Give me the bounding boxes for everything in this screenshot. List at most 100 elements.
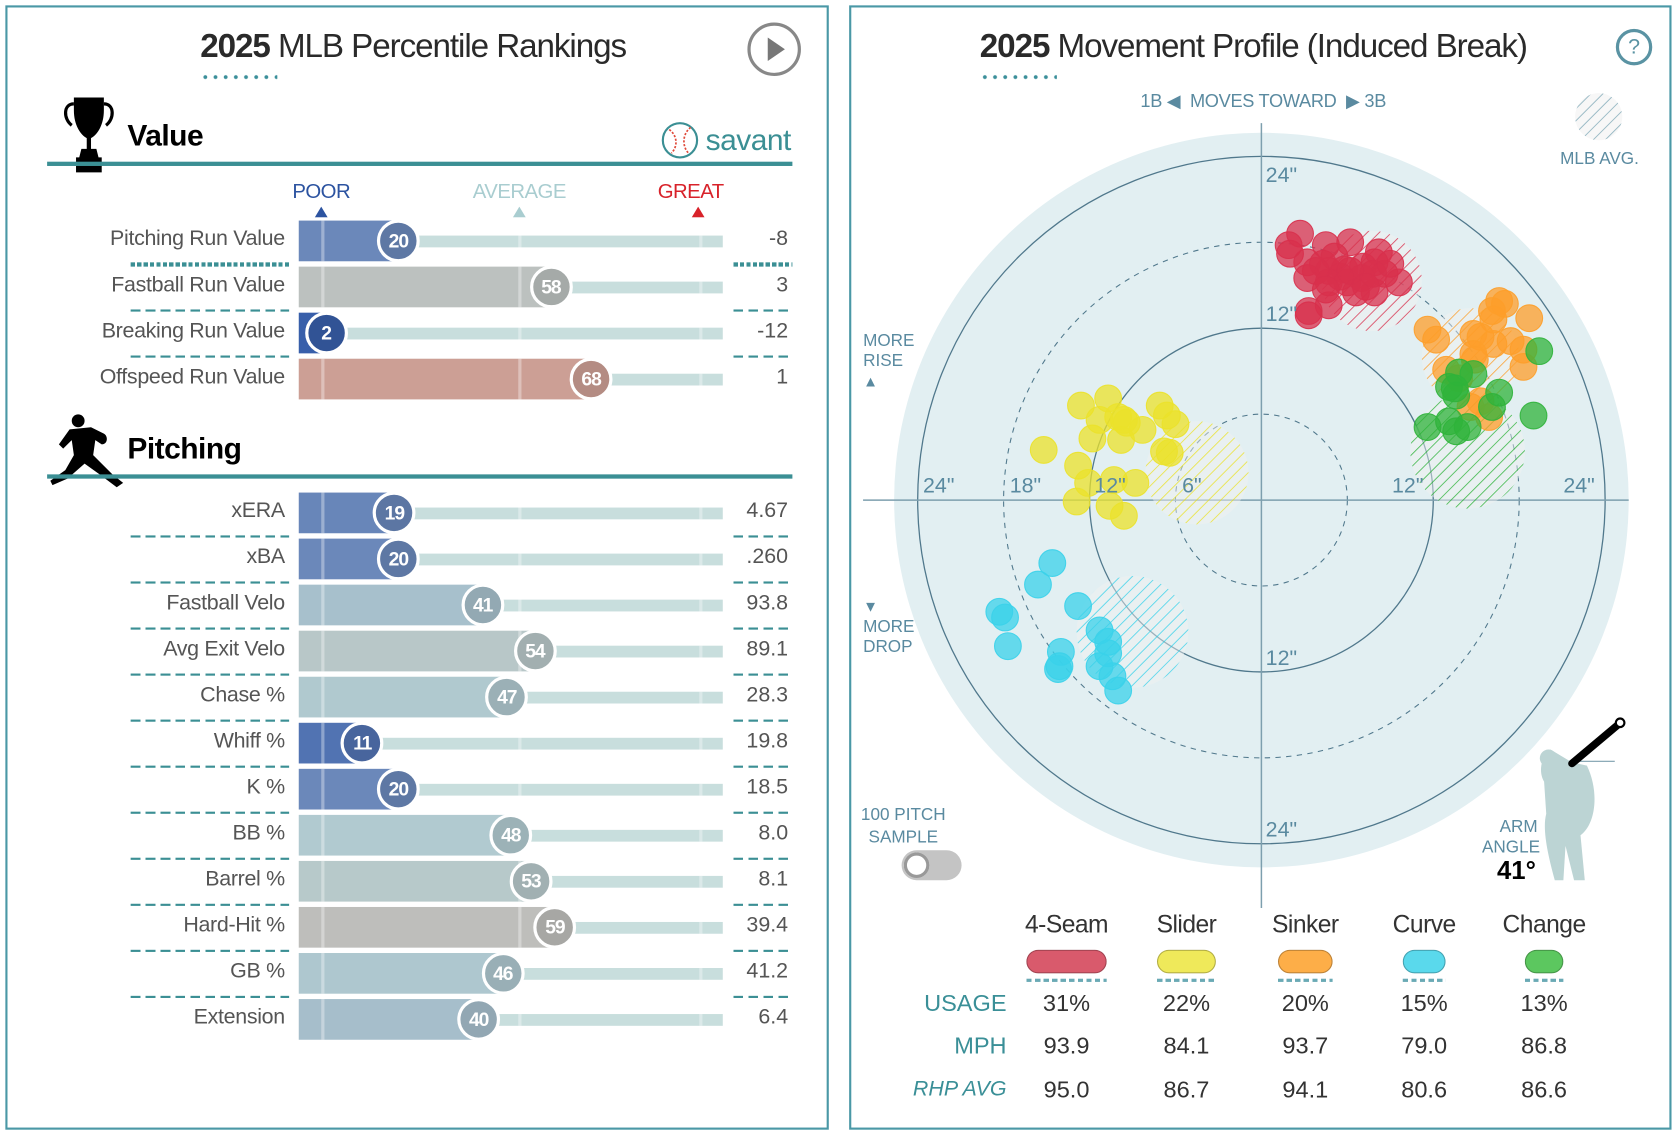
pitch-point-curve[interactable] xyxy=(1024,570,1052,599)
tick-low xyxy=(321,999,325,1040)
pitch-point-slider[interactable] xyxy=(1062,487,1091,516)
arrow-left-icon: ◀ xyxy=(1166,91,1181,112)
metric-label: Pitching Run Value xyxy=(110,227,285,251)
pitch-mph: 93.7 xyxy=(1282,1032,1329,1060)
pitch-point-slider[interactable] xyxy=(1104,403,1133,431)
percentile-track xyxy=(478,1014,723,1026)
pitch-point-curve[interactable] xyxy=(1104,676,1133,705)
pitcher-icon xyxy=(50,414,124,488)
pitch-point-curve[interactable] xyxy=(1064,592,1093,620)
axis-label-right-24: 24" xyxy=(1563,474,1594,498)
pitch-point-curve[interactable] xyxy=(1038,549,1067,578)
pitch-point-slider[interactable] xyxy=(1121,468,1150,497)
percentile-bar xyxy=(298,906,555,948)
pitch-point-sinker[interactable] xyxy=(1515,304,1544,333)
tick-low xyxy=(321,358,325,400)
tick-high xyxy=(699,783,703,796)
percentile-bar xyxy=(298,630,535,672)
metric-label: Barrel % xyxy=(205,867,285,891)
pitch-point-slider[interactable] xyxy=(1078,424,1107,453)
pitch-usage: 13% xyxy=(1520,989,1568,1017)
poor-marker-icon xyxy=(314,206,328,218)
percentile-track xyxy=(502,968,723,980)
row-separator xyxy=(733,903,793,906)
scale-label-average: AVERAGE xyxy=(472,180,567,204)
toggle-knob xyxy=(903,852,930,879)
metric-value: 4.67 xyxy=(746,498,789,523)
pitch-point-slider[interactable] xyxy=(1067,391,1095,420)
tick-low xyxy=(321,630,325,672)
metric-label: BB % xyxy=(232,821,286,845)
savant-logo: savant xyxy=(661,121,791,160)
row-separator xyxy=(733,857,793,860)
pitch-point-4-seam[interactable] xyxy=(1352,272,1380,301)
pitch-sample-toggle[interactable] xyxy=(901,850,962,881)
percentile-track xyxy=(398,783,723,796)
pitch-point-sinker[interactable] xyxy=(1496,327,1525,356)
pitch-point-4-seam[interactable] xyxy=(1376,249,1405,278)
pitch-point-curve[interactable] xyxy=(991,603,1019,632)
pitch-rhp-avg: 80.6 xyxy=(1401,1076,1448,1103)
rhp-avg-row-label: RHP AVG xyxy=(912,1077,1007,1101)
metric-value: 19.8 xyxy=(746,729,789,753)
tick-low xyxy=(321,676,325,718)
average-marker-icon xyxy=(512,206,526,218)
percentile-bubble: 59 xyxy=(533,905,577,949)
pitch-point-slider[interactable] xyxy=(1029,436,1058,464)
percentile-bubble: 20 xyxy=(376,219,420,263)
pitch-point-slider[interactable] xyxy=(1109,501,1138,530)
pitch-point-change[interactable] xyxy=(1459,360,1488,388)
pitch-rhp-avg: 95.0 xyxy=(1043,1076,1090,1103)
percentile-bar xyxy=(298,953,503,994)
axis-label-top-24: 24" xyxy=(1266,163,1297,187)
row-separator xyxy=(130,765,290,768)
title-underline-dots xyxy=(200,74,278,80)
value-section-title: Value xyxy=(127,118,204,153)
pitch-point-sinker[interactable] xyxy=(1490,289,1519,318)
percentile-bubble: 54 xyxy=(513,629,557,673)
help-button[interactable]: ? xyxy=(1615,28,1653,66)
pitch-point-curve[interactable] xyxy=(993,632,1022,661)
metric-label: Extension xyxy=(193,1005,285,1030)
pitch-point-change[interactable] xyxy=(1478,393,1506,421)
pitch-point-change[interactable] xyxy=(1435,372,1463,401)
tick-high xyxy=(699,1014,703,1026)
pitch-point-4-seam[interactable] xyxy=(1294,301,1323,330)
usage-dots xyxy=(1524,978,1564,982)
axis-label-bottom-12: 12" xyxy=(1266,646,1297,670)
percentile-bubble: 11 xyxy=(340,721,384,765)
play-button[interactable] xyxy=(747,22,801,77)
metric-value: -8 xyxy=(769,227,789,251)
pitch-point-slider[interactable] xyxy=(1161,410,1190,439)
pitch-point-slider[interactable] xyxy=(1155,438,1184,467)
pitch-point-4-seam[interactable] xyxy=(1311,275,1340,304)
percentile-title: 2025 MLB Percentile Rankings xyxy=(200,26,627,65)
row-separator xyxy=(130,673,290,676)
pitch-point-change[interactable] xyxy=(1525,337,1554,366)
tick-high xyxy=(699,645,703,658)
pitch-point-change[interactable] xyxy=(1453,413,1482,441)
tick-high xyxy=(699,281,703,294)
tick-high xyxy=(699,737,703,750)
tick-low xyxy=(321,492,325,534)
pitch-rhp-avg: 86.6 xyxy=(1521,1076,1568,1103)
tick-high xyxy=(699,507,703,520)
metric-label: Fastball Run Value xyxy=(111,273,285,297)
pitch-point-curve[interactable] xyxy=(1044,655,1072,683)
great-marker-icon xyxy=(691,206,705,218)
metric-label: Breaking Run Value xyxy=(101,319,285,343)
metric-label: Hard-Hit % xyxy=(183,913,285,937)
percentile-track xyxy=(554,921,723,934)
pitch-name: Sinker xyxy=(1272,910,1339,939)
value-section-rule xyxy=(47,161,793,166)
row-separator xyxy=(130,535,290,538)
tick-average xyxy=(518,266,522,308)
pitch-sample-label: 100 PITCH SAMPLE xyxy=(860,806,946,848)
pitch-rhp-avg: 86.7 xyxy=(1163,1076,1210,1103)
row-separator xyxy=(130,857,290,860)
pitch-point-sinker[interactable] xyxy=(1422,325,1451,354)
pitch-mph: 86.8 xyxy=(1521,1032,1568,1060)
pitch-usage: 22% xyxy=(1162,989,1211,1017)
pitch-point-change[interactable] xyxy=(1519,401,1548,430)
tick-low xyxy=(321,768,325,810)
